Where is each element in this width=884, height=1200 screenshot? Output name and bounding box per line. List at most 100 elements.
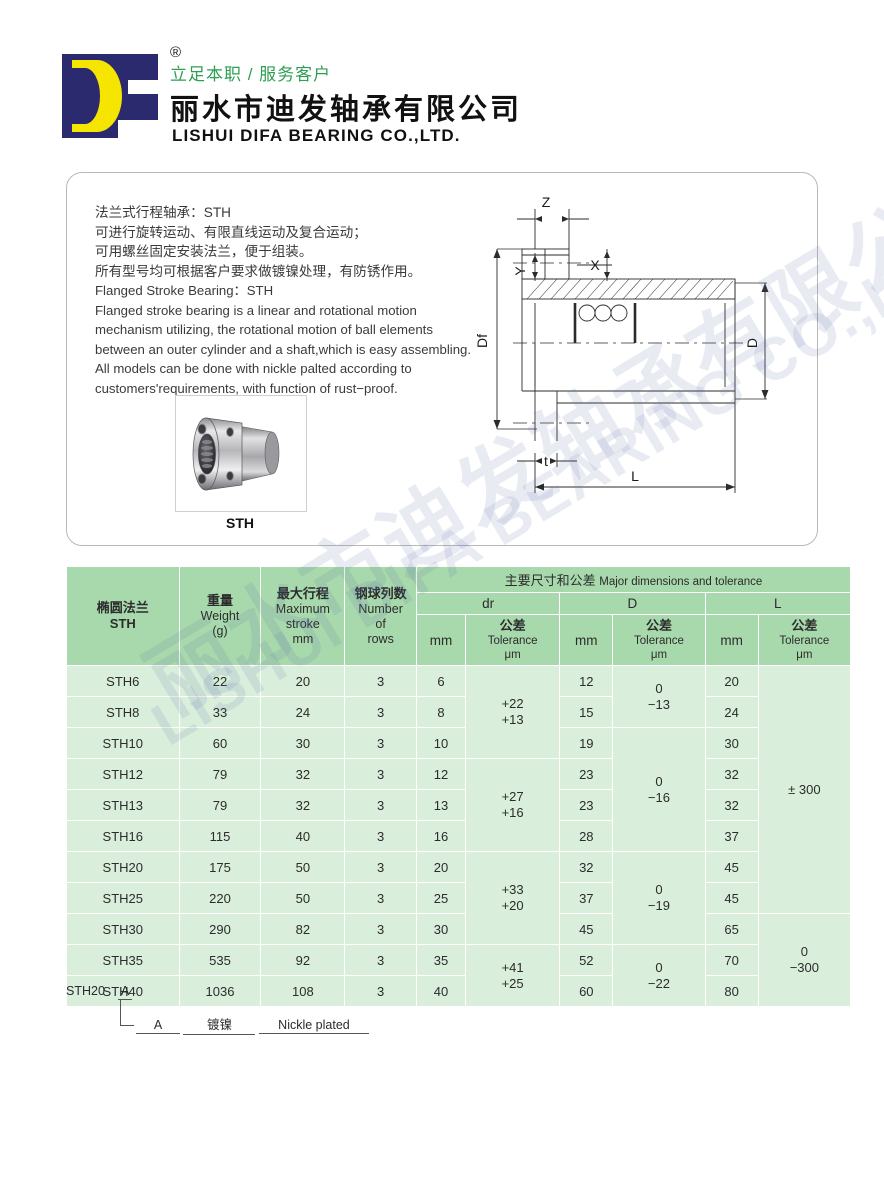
cell-ball-rows: 3 [344,820,417,852]
table-row: STH40 1036 108 3 40 60 80 [66,975,851,1007]
product-photo-caption: STH [226,515,254,531]
cell-L: 37 [704,820,759,852]
table-row: STH25 220 50 3 25 37 45 [66,882,851,914]
L-tolerance-unit: μm [796,649,813,661]
cell-D: 23 [559,789,614,821]
cell-L: 80 [704,975,759,1007]
col-header-group-L: L [704,592,851,615]
description-cn-line-0: 法兰式行程轴承：STH [95,205,231,220]
cell-dr: 16 [415,820,467,852]
cell-ball-rows: 3 [344,696,417,728]
cell-ball-rows: 3 [344,665,417,697]
company-name-english: LISHUI DIFA BEARING CO.,LTD. [172,126,461,145]
description-en-line-0: Flanged stroke bearing is a linear and r… [95,302,417,318]
cell-dr: 30 [415,913,467,945]
cell-D: 28 [559,820,614,852]
cell-dr: 10 [415,727,467,759]
col-header-weight-en: Weight [200,609,240,623]
cell-stroke: 50 [260,851,346,883]
drawing-label-L: L [631,468,639,484]
col-header-model: 椭圆法兰 STH [66,566,180,666]
D-tolerance-unit: μm [650,649,668,661]
cell-ball-rows: 3 [344,913,417,945]
col-header-dr-mm: mm [415,614,467,666]
table-row: STH30 290 82 3 30 45 65 0 −300 [66,913,852,1007]
col-header-weight: 重量 Weight (g) [178,566,262,666]
description-en-line-3: All models can be done with nickle palte… [95,361,412,376]
col-header-dr-tolerance: 公差 Tolerance μm [465,614,561,666]
cell-ball-rows: 3 [344,944,417,976]
col-header-rows-en3: rows [367,631,394,646]
cell-D: 52 [559,944,614,976]
description-cn-line-2: 可用螺丝固定安装法兰，便于组装。 [95,244,313,259]
cell-D: 45 [559,913,614,945]
drawing-label-D: D [744,338,760,348]
cell-stroke: 92 [260,944,346,976]
cell-stroke: 108 [260,975,346,1007]
cell-L: 20 [704,665,759,697]
major-dimensions-cn: 主要尺寸和公差 [504,573,596,588]
description-en-line-2: between an outer cylinder and a shaft,wh… [95,341,472,357]
cell-L-tolerance: 0 −300 [757,913,852,1007]
col-header-rows-cn: 钢球列数 [354,585,407,601]
cell-stroke: 20 [260,665,346,697]
L-tolerance-en: Tolerance [779,635,830,647]
drawing-label-t: t [544,453,548,469]
description-cn-line-1: 可进行旋转运动、有限直线运动及复合运动； [95,224,367,240]
company-name-chinese: 丽水市迪发轴承有限公司 [170,94,523,126]
cell-dr: 35 [415,944,467,976]
table-row: STH13 79 32 3 13 23 32 [66,789,851,821]
legend-connector-horizontal [120,1025,134,1026]
col-header-weight-unit: (g) [212,624,228,638]
cell-L: 45 [704,851,759,883]
table-body: STH6 22 20 3 6 +22 +13 12 0 −13 20 ± 300 STH8 33 24 3 8 1… [66,665,852,1007]
legend-connector-vertical [120,1000,121,1026]
cell-weight: 535 [178,944,262,976]
col-header-rows-en2: of [375,616,386,631]
col-header-stroke-en1: Maximum [275,601,330,616]
cell-dr-tolerance: +41 +25 [465,944,561,1007]
table-header-row-3: mm 公差 Tolerance μm mm 公差 Tolerance μm mm… [67,614,852,666]
cell-D: 19 [559,727,614,759]
legend-model-example: STH20 [66,984,105,998]
cell-dr-tolerance: +33 +20 [465,851,561,945]
cell-dr: 40 [415,975,467,1007]
cell-weight: 175 [178,851,262,883]
col-header-stroke-unit: mm [292,631,314,646]
drawing-label-X: X [590,257,600,273]
product-photo [175,395,307,512]
cell-model: STH25 [66,882,180,914]
col-header-group-dr: dr [415,592,561,615]
cell-stroke: 30 [260,727,346,759]
cell-ball-rows: 3 [344,727,417,759]
cell-D: 60 [559,975,614,1007]
legend-meaning-en: Nickle plated [258,1018,369,1034]
L-tolerance-cn: 公差 [791,618,818,633]
cell-D-tolerance: 0 −19 [612,851,706,945]
cell-model: STH12 [66,758,180,790]
cell-weight: 22 [178,665,262,697]
cell-D: 15 [559,696,614,728]
cell-stroke: 40 [260,820,346,852]
dr-tolerance-en: Tolerance [487,635,538,647]
cell-model: STH16 [66,820,180,852]
cell-model: STH6 [66,665,180,697]
col-header-weight-cn: 重量 [206,593,233,608]
col-header-L-tolerance: 公差 Tolerance μm [757,614,852,666]
cell-L: 24 [704,696,759,728]
description-en-line-1: mechanism utilizing, the rotational moti… [95,322,433,337]
cell-dr-tolerance: +27 +16 [465,758,561,852]
cell-dr: 25 [415,882,467,914]
cell-L: 32 [704,758,759,790]
drawing-label-Df: Df [474,334,490,348]
company-header: ® 立足本职 / 服务客户 丽水市迪发轴承有限公司 LISHUI DIFA BE… [62,44,532,154]
cell-weight: 220 [178,882,262,914]
col-header-stroke: 最大行程 Maximum stroke mm [260,566,346,666]
col-header-stroke-cn: 最大行程 [276,585,329,601]
cell-L: 65 [704,913,759,945]
cell-stroke: 24 [260,696,346,728]
cell-ball-rows: 3 [344,758,417,790]
cell-ball-rows: 3 [344,851,417,883]
drawing-label-Y: Y [512,266,528,276]
specification-table-container: 椭圆法兰 STH 重量 Weight (g) 最大行程 Maximum stro… [66,566,852,1007]
